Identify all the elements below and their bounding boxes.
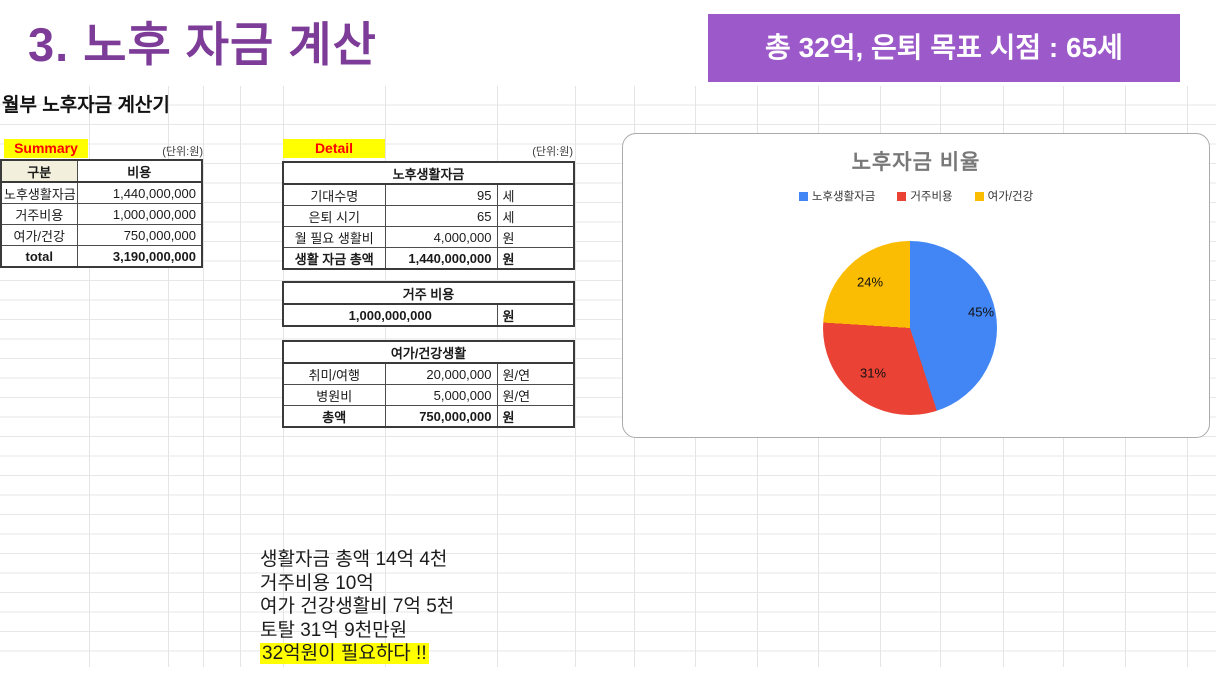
cell-label: 거주비용 (0, 203, 78, 225)
cell-value: 1,000,000,000 (76, 203, 203, 225)
grid-line (168, 86, 169, 667)
cell-value: 5,000,000 (384, 384, 498, 406)
total-row: 생활 자금 총액 1,440,000,000 원 (282, 247, 575, 270)
cell-value: 750,000,000 (76, 224, 203, 246)
cell-value: 95 (384, 183, 498, 206)
table-row: 1,000,000,000 원 (282, 303, 575, 327)
cell-value: 4,000,000 (384, 226, 498, 248)
slide-title: 3. 노후 자금 계산 (28, 18, 377, 71)
calculator-subtitle: 월부 노후자금 계산기 (2, 95, 170, 116)
detail-unit-note: (단위:원) (532, 146, 573, 158)
cell-unit: 원/연 (496, 362, 575, 385)
note-line: 여가 건강생활비 7억 5천 (260, 596, 455, 617)
table-row: 노후생활자금 1,440,000,000 (0, 181, 203, 204)
legend-item: 거주비용 (897, 188, 953, 204)
highlight-note: 32억원이 필요하다 !! (260, 643, 429, 664)
summary-tag: Summary (4, 139, 88, 158)
legend-item: 노후생활자금 (798, 188, 876, 204)
table-title: 노후생활자금 (282, 161, 575, 185)
goal-banner: 총 32억, 은퇴 목표 시점 : 65세 (708, 14, 1180, 82)
cell-unit: 세 (496, 205, 575, 227)
table-title: 여가/건강생활 (282, 340, 575, 364)
cell-label: 병원비 (282, 384, 386, 406)
grid-line (240, 86, 241, 667)
leisure-health-table: 여가/건강생활 취미/여행 20,000,000 원/연 병원비 5,000,0… (282, 340, 575, 428)
chart-legend: 노후생활자금 거주비용 여가/건강 (623, 188, 1209, 204)
note-line: 생활자금 총액 14억 4천 (260, 549, 448, 570)
cell-unit: 원/연 (496, 384, 575, 406)
note-line: 토탈 31억 9천만원 (260, 619, 408, 641)
notes: 생활자금 총액 14억 4천 거주비용 10억 여가 건강생활비 7억 5천 토… (260, 548, 454, 666)
cell-label: 은퇴 시기 (282, 205, 386, 227)
cell-unit: 원 (496, 303, 575, 327)
cell-value: 3,190,000,000 (76, 245, 203, 268)
pie-label-living: 45% (967, 304, 995, 320)
cell-label: 여가/건강 (0, 224, 78, 246)
legend-label: 거주비용 (910, 191, 953, 203)
table-row: 기대수명 95 세 (282, 183, 575, 206)
table-row: 은퇴 시기 65 세 (282, 205, 575, 227)
col-header-category: 구분 (0, 159, 78, 183)
summary-table: 구분 비용 노후생활자금 1,440,000,000 거주비용 1,000,00… (0, 159, 203, 268)
chart-title: 노후자금 비율 (851, 151, 981, 174)
note-line: 32억원이 필요하다 !! (260, 642, 454, 666)
table-row: 월 필요 생활비 4,000,000 원 (282, 226, 575, 248)
table-header-row: 거주 비용 (282, 281, 575, 305)
table-header-row: 노후생활자금 (282, 161, 575, 185)
cell-label: 월 필요 생활비 (282, 226, 386, 248)
legend-label: 여가/건강 (987, 191, 1034, 203)
cell-value: 1,440,000,000 (384, 247, 498, 270)
col-header-cost: 비용 (76, 159, 203, 183)
cell-unit: 원 (496, 405, 575, 428)
cell-label: 총액 (282, 405, 386, 428)
table-row: 여가/건강 750,000,000 (0, 224, 203, 246)
pie-label-housing: 31% (859, 365, 887, 381)
cell-label: 기대수명 (282, 183, 386, 206)
cell-value: 20,000,000 (384, 362, 498, 385)
table-row: 거주비용 1,000,000,000 (0, 203, 203, 225)
table-row: 취미/여행 20,000,000 원/연 (282, 362, 575, 385)
grid-line (575, 86, 576, 667)
cell-unit: 원 (496, 226, 575, 248)
legend-item: 여가/건강 (974, 188, 1034, 204)
grid-line (89, 86, 90, 667)
summary-unit-note: (단위:원) (162, 146, 203, 158)
table-header-row: 여가/건강생활 (282, 340, 575, 364)
table-header-row: 구분 비용 (0, 159, 203, 183)
cell-label: 취미/여행 (282, 362, 386, 385)
note-line: 거주비용 10억 (260, 572, 374, 594)
cell-label: 노후생활자금 (0, 181, 78, 204)
grid-line (203, 86, 204, 667)
cell-value: 1,000,000,000 (282, 303, 498, 327)
cell-unit: 세 (496, 183, 575, 206)
legend-label: 노후생활자금 (811, 191, 876, 203)
legend-swatch-yellow (974, 191, 984, 201)
table-row: 병원비 5,000,000 원/연 (282, 384, 575, 406)
total-row: 총액 750,000,000 원 (282, 405, 575, 428)
cell-label: 생활 자금 총액 (282, 247, 386, 270)
housing-cost-table: 거주 비용 1,000,000,000 원 (282, 281, 575, 327)
pie-label-leisure: 24% (856, 274, 884, 290)
living-cost-table: 노후생활자금 기대수명 95 세 은퇴 시기 65 세 월 필요 생활비 4,0… (282, 161, 575, 270)
cell-unit: 원 (496, 247, 575, 270)
table-title: 거주 비용 (282, 281, 575, 305)
detail-tag: Detail (283, 139, 385, 158)
legend-swatch-blue (798, 191, 808, 201)
total-row: total 3,190,000,000 (0, 245, 203, 268)
cell-label: total (0, 245, 78, 268)
legend-swatch-red (897, 191, 907, 201)
cell-value: 750,000,000 (384, 405, 498, 428)
cell-value: 1,440,000,000 (76, 181, 203, 204)
cell-value: 65 (384, 205, 498, 227)
pie-chart: 45% 31% 24% (823, 241, 997, 415)
chart-card: 노후자금 비율 노후생활자금 거주비용 여가/건강 45% 31% 24% (622, 133, 1210, 438)
